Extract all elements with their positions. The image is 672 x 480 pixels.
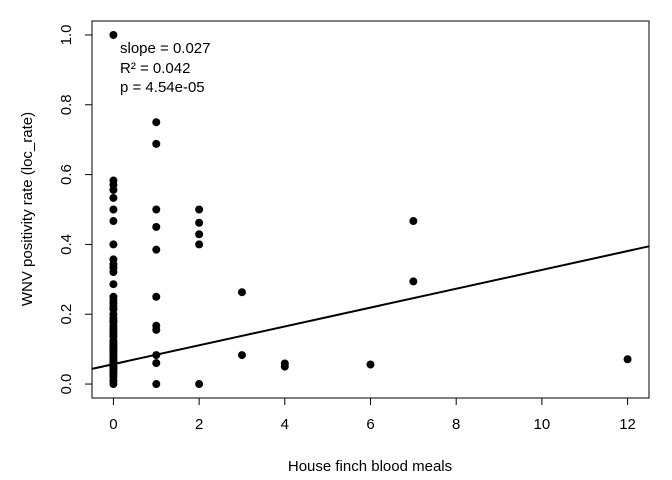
- y-axis: 0.0 0.2 0.4 0.6 0.8 1.0: [58, 25, 93, 395]
- x-tick-label: 8: [452, 416, 460, 433]
- y-tick-label: 0.4: [58, 234, 75, 255]
- y-tick-label: 0.6: [58, 164, 75, 185]
- x-tick-label: 6: [366, 416, 374, 433]
- data-point: [152, 139, 161, 148]
- data-point: [152, 351, 161, 360]
- y-tick-label: 0.8: [58, 94, 75, 115]
- y-tick-label: 1.0: [58, 25, 75, 46]
- data-point: [195, 230, 204, 239]
- regression-layer: [91, 245, 650, 370]
- x-tick-label: 2: [195, 416, 203, 433]
- regression-line: [91, 245, 650, 370]
- plot-area-border: [91, 20, 650, 399]
- data-point: [109, 30, 118, 39]
- data-point: [195, 205, 204, 214]
- data-point: [152, 245, 161, 254]
- y-tick-label: 0.2: [58, 304, 75, 325]
- data-point: [366, 360, 375, 369]
- x-tick-label: 4: [281, 416, 289, 433]
- x-axis-label: House finch blood meals: [288, 458, 452, 475]
- p-value-annotation: p = 4.54e-05: [120, 79, 205, 96]
- data-point: [195, 380, 204, 389]
- data-point: [109, 217, 118, 226]
- points-layer: [109, 30, 632, 389]
- y-axis-label: WNV positivity rate (loc_rate): [19, 112, 36, 306]
- stats-annotation: slope = 0.027 R² = 0.042 p = 4.54e-05: [120, 40, 211, 96]
- data-point: [623, 355, 632, 364]
- data-point: [152, 222, 161, 231]
- data-point: [152, 292, 161, 301]
- r-squared-annotation: R² = 0.042: [120, 60, 190, 77]
- data-point: [195, 218, 204, 227]
- data-point: [280, 362, 289, 371]
- data-point: [195, 240, 204, 249]
- x-tick-label: 10: [534, 416, 551, 433]
- data-point: [237, 288, 246, 297]
- data-point: [409, 217, 418, 226]
- data-point: [109, 280, 118, 289]
- data-point: [237, 351, 246, 360]
- data-point: [152, 205, 161, 214]
- data-point: [109, 185, 118, 194]
- slope-annotation: slope = 0.027: [120, 40, 211, 57]
- data-point: [409, 277, 418, 286]
- y-tick-label: 0.0: [58, 374, 75, 395]
- data-point: [152, 359, 161, 368]
- data-point: [109, 267, 118, 276]
- x-tick-label: 0: [109, 416, 117, 433]
- x-axis: 0 2 4 6 8 10 12: [109, 397, 636, 433]
- data-point: [152, 380, 161, 389]
- data-point: [109, 205, 118, 214]
- x-tick-label: 12: [619, 416, 636, 433]
- data-point: [109, 193, 118, 202]
- data-point: [152, 325, 161, 334]
- data-point: [109, 240, 118, 249]
- data-point: [109, 380, 118, 389]
- data-point: [152, 118, 161, 127]
